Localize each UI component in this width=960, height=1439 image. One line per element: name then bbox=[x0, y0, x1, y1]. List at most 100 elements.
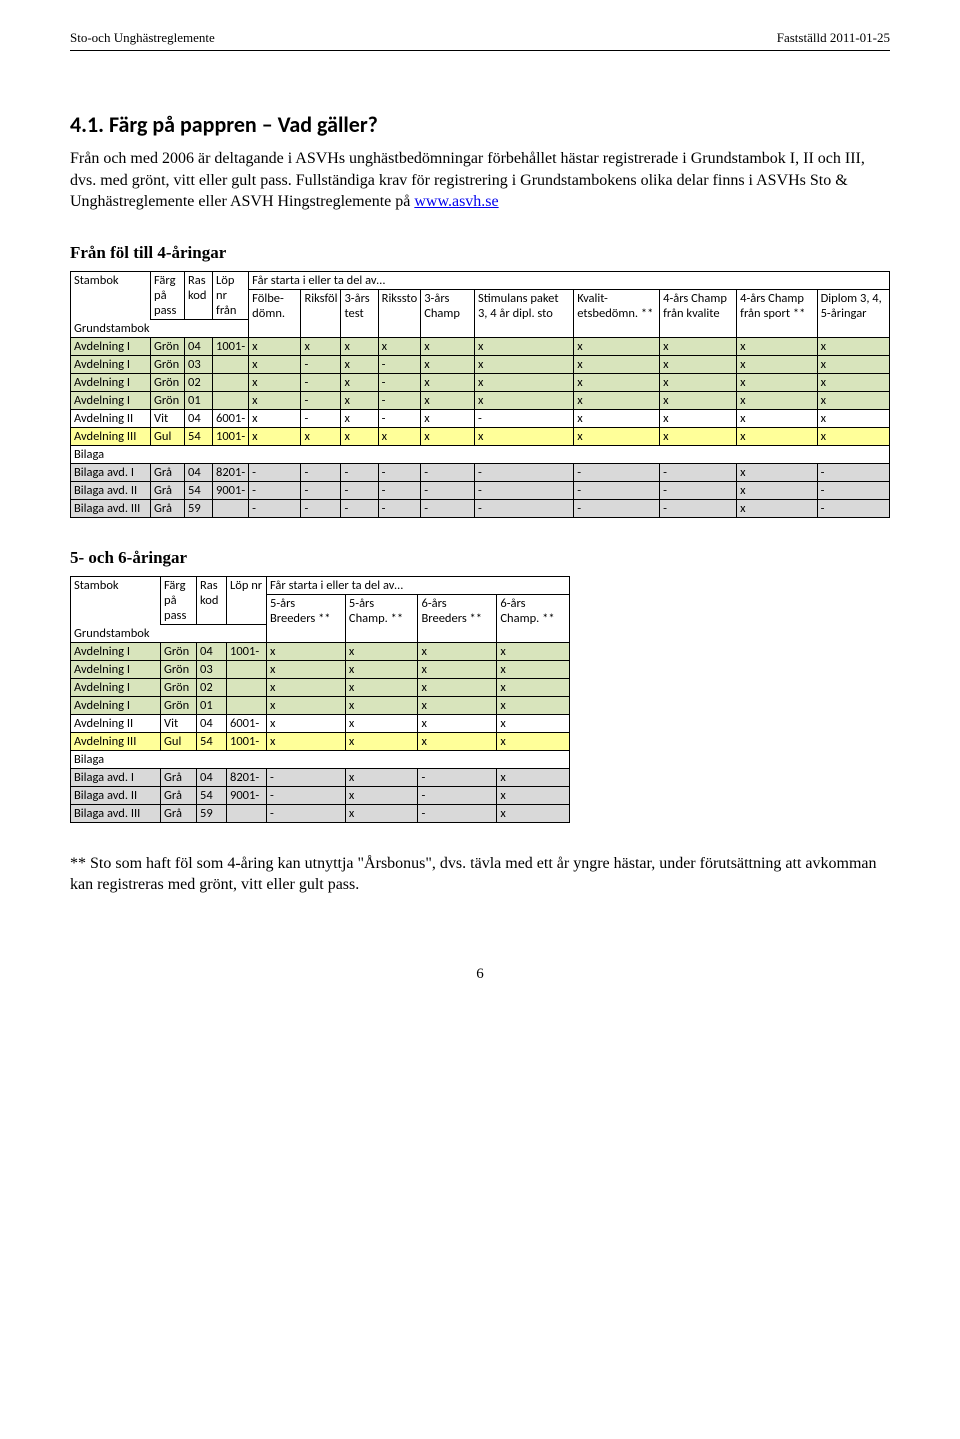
table1-heading: Från föl till 4-åringar bbox=[70, 243, 890, 263]
table-cell: - bbox=[301, 391, 341, 409]
table-cell: - bbox=[378, 463, 421, 481]
t1-far-starta: Får starta i eller ta del av… bbox=[249, 271, 890, 289]
table-cell: x bbox=[497, 768, 570, 786]
t2-c4: 6-års Champ. ** bbox=[497, 594, 570, 642]
table-cell: - bbox=[660, 481, 737, 499]
table-row: Avdelning IGrön02xxxx bbox=[71, 678, 570, 696]
table-cell: x bbox=[817, 355, 889, 373]
table-cell: 04 bbox=[197, 642, 227, 660]
table-row: Bilaga avd. IGrå048201---------x- bbox=[71, 463, 890, 481]
table-cell: - bbox=[341, 463, 378, 481]
table-cell: Gul bbox=[161, 732, 197, 750]
table-cell: Avdelning I bbox=[71, 337, 151, 355]
table-cell: Grå bbox=[161, 786, 197, 804]
table-cell: Avdelning III bbox=[71, 732, 161, 750]
table-cell: x bbox=[660, 427, 737, 445]
table-cell: Avdelning I bbox=[71, 355, 151, 373]
table-cell: - bbox=[378, 355, 421, 373]
table-cell: 01 bbox=[185, 391, 213, 409]
table-cell: Grön bbox=[161, 678, 197, 696]
t1-stambok: Stambok bbox=[71, 271, 151, 319]
table-cell: x bbox=[660, 391, 737, 409]
table-cell: x bbox=[267, 642, 346, 660]
table-cell: - bbox=[817, 481, 889, 499]
table-cell: - bbox=[421, 499, 475, 517]
table-cell: - bbox=[378, 499, 421, 517]
t1-ras: Ras kod bbox=[185, 271, 213, 319]
table-row: Avdelning IIVit046001-x-x-x-xxxx bbox=[71, 409, 890, 427]
table-cell: x bbox=[817, 391, 889, 409]
table-cell: - bbox=[378, 481, 421, 499]
table-cell bbox=[213, 373, 249, 391]
t1-farg: Färg på pass bbox=[151, 271, 185, 319]
intro-link[interactable]: www.asvh.se bbox=[414, 193, 498, 210]
header-left: Sto-och Unghästreglemente bbox=[70, 30, 215, 46]
table-cell: x bbox=[267, 678, 346, 696]
t2-ras: Ras kod bbox=[197, 576, 227, 624]
table-cell: Grön bbox=[151, 373, 185, 391]
table-cell: x bbox=[267, 696, 346, 714]
table-cell: x bbox=[418, 678, 497, 696]
table-cell: x bbox=[574, 391, 660, 409]
table-cell: 8201- bbox=[213, 463, 249, 481]
table-cell bbox=[227, 660, 267, 678]
table-cell: x bbox=[737, 499, 817, 517]
table-cell bbox=[227, 696, 267, 714]
table-cell: x bbox=[345, 732, 418, 750]
table-cell: - bbox=[378, 409, 421, 427]
table-cell: - bbox=[474, 463, 573, 481]
table-cell: Grön bbox=[151, 355, 185, 373]
table-cell: 54 bbox=[185, 427, 213, 445]
table-cell: 54 bbox=[197, 732, 227, 750]
page-header: Sto-och Unghästreglemente Fastställd 201… bbox=[70, 30, 890, 46]
table-cell: x bbox=[497, 642, 570, 660]
t1-c10: Diplom 3, 4, 5-åringar bbox=[817, 289, 889, 337]
t2-stambok: Stambok bbox=[71, 576, 161, 624]
table-cell: x bbox=[574, 373, 660, 391]
table-cell: - bbox=[574, 499, 660, 517]
table-cell: x bbox=[267, 732, 346, 750]
table-cell: x bbox=[345, 696, 418, 714]
t1-c7: Kvalit-etsbedömn. ** bbox=[574, 289, 660, 337]
table-cell: - bbox=[249, 481, 301, 499]
table-cell: Grå bbox=[161, 804, 197, 822]
table-cell: Grå bbox=[151, 481, 185, 499]
table-cell: x bbox=[574, 409, 660, 427]
table-row: Bilaga avd. IIGrå549001---------x- bbox=[71, 481, 890, 499]
t1-c3: 3-års test bbox=[341, 289, 378, 337]
table-cell: - bbox=[474, 409, 573, 427]
table-cell: - bbox=[267, 804, 346, 822]
table-cell: x bbox=[737, 337, 817, 355]
t1-c1: Fölbe-dömn. bbox=[249, 289, 301, 337]
table-cell: x bbox=[345, 642, 418, 660]
table-cell: x bbox=[737, 391, 817, 409]
t1-c6: Stimulans paket 3, 4 år dipl. sto bbox=[474, 289, 573, 337]
t1-bilaga: Bilaga bbox=[71, 445, 890, 463]
table-cell: 04 bbox=[197, 768, 227, 786]
table-cell: Grå bbox=[151, 499, 185, 517]
table-cell bbox=[227, 804, 267, 822]
table-cell: Vit bbox=[151, 409, 185, 427]
table-cell: x bbox=[345, 678, 418, 696]
table-cell: 9001- bbox=[213, 481, 249, 499]
table-cell: - bbox=[660, 463, 737, 481]
table-cell: - bbox=[267, 786, 346, 804]
table-cell: Avdelning II bbox=[71, 409, 151, 427]
table-cell: x bbox=[497, 660, 570, 678]
table-cell: Bilaga avd. III bbox=[71, 804, 161, 822]
header-right: Fastställd 2011-01-25 bbox=[777, 30, 890, 46]
table-cell: 6001- bbox=[227, 714, 267, 732]
table-cell: x bbox=[345, 786, 418, 804]
table-cell: x bbox=[421, 427, 475, 445]
table-cell: 02 bbox=[185, 373, 213, 391]
table-cell: - bbox=[574, 481, 660, 499]
table-cell: - bbox=[341, 499, 378, 517]
t2-c3: 6-års Breeders ** bbox=[418, 594, 497, 642]
table-row: Avdelning IGrön041001-xxxxxxxxxx bbox=[71, 337, 890, 355]
table-cell bbox=[213, 391, 249, 409]
table-cell: x bbox=[418, 714, 497, 732]
table-cell: Vit bbox=[161, 714, 197, 732]
table-cell: Grön bbox=[151, 337, 185, 355]
table-row: Avdelning IGrön01xxxx bbox=[71, 696, 570, 714]
table-cell: x bbox=[574, 355, 660, 373]
